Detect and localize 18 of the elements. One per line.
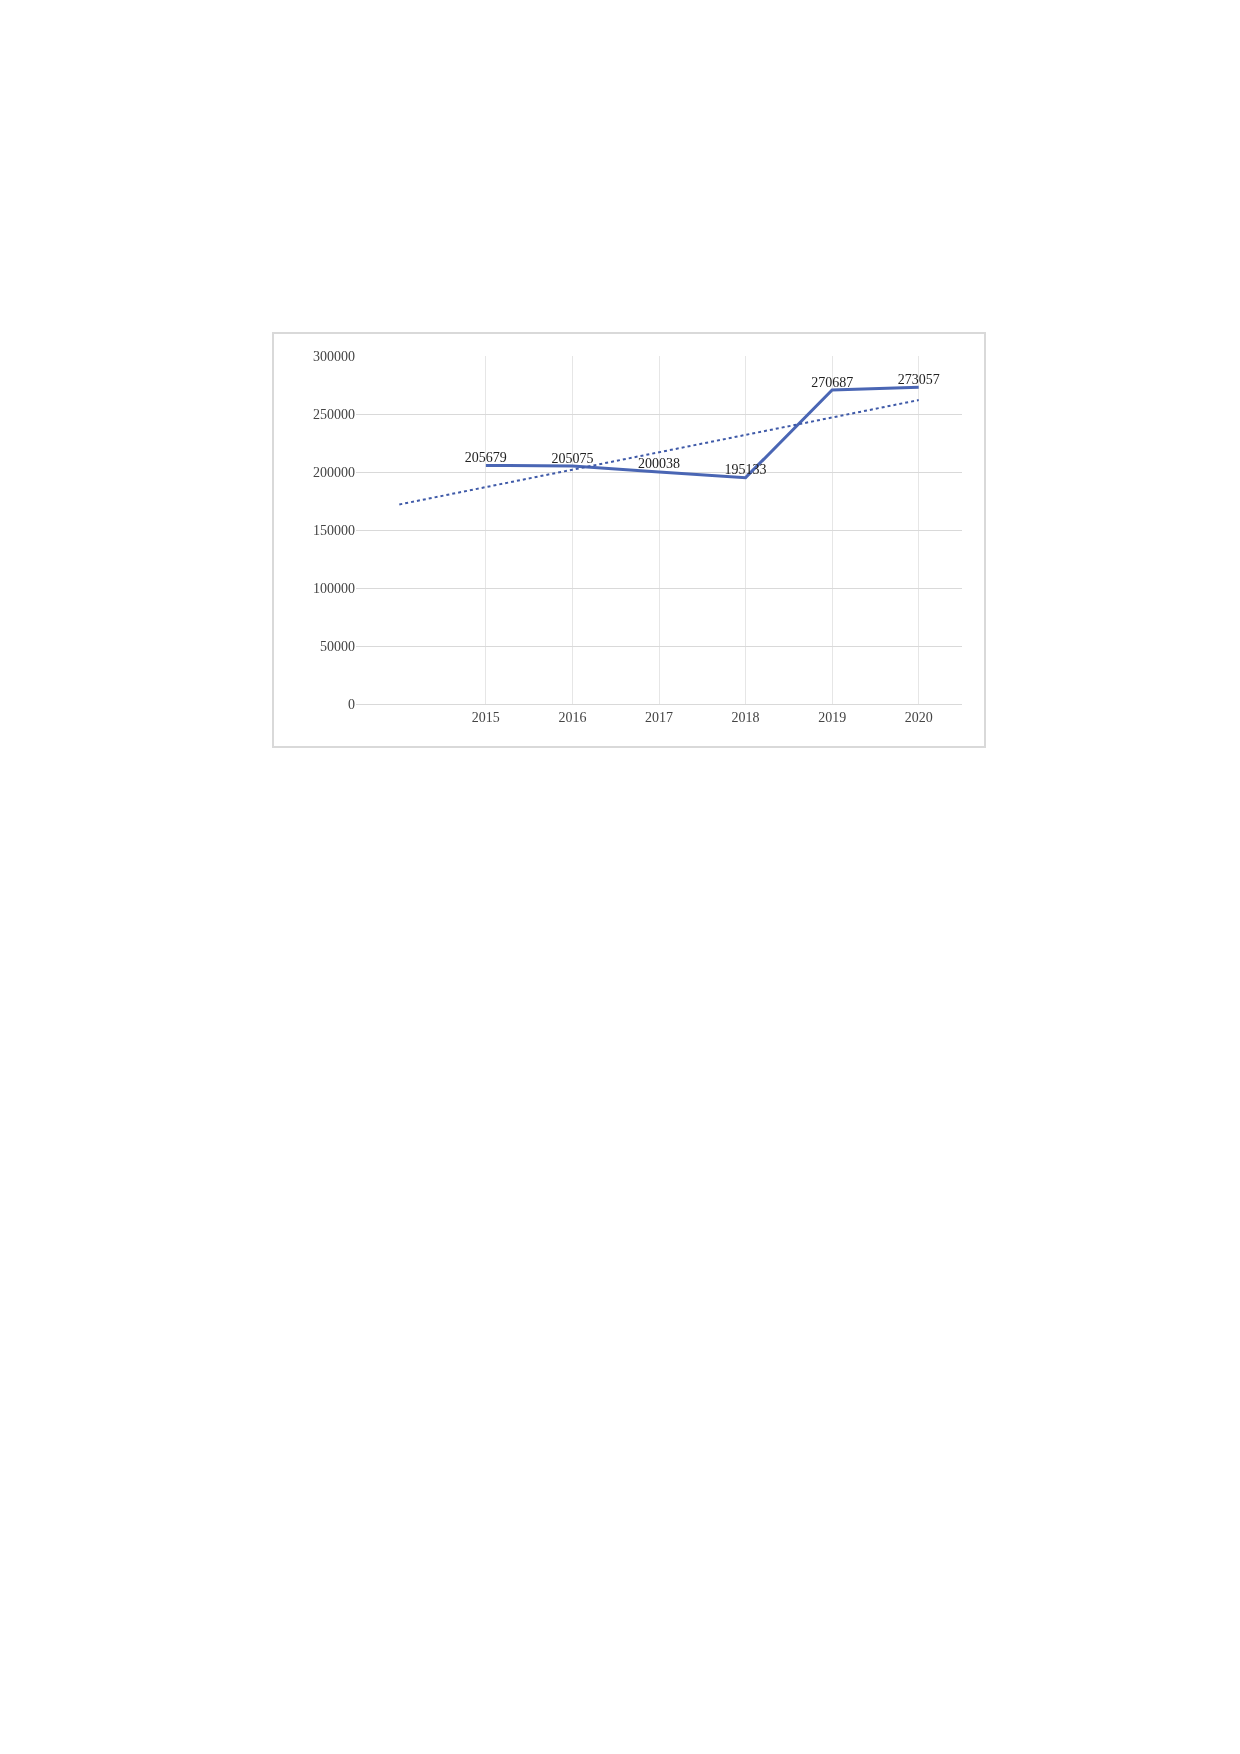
y-tick-label: 250000 xyxy=(313,406,355,422)
y-tick-label: 200000 xyxy=(313,464,355,480)
y-tick-label: 100000 xyxy=(313,580,355,596)
x-tick-label: 2019 xyxy=(818,709,847,725)
y-tick-label: 300000 xyxy=(313,348,355,364)
y-tick-label: 50000 xyxy=(320,638,355,654)
data-label: 270687 xyxy=(811,374,854,390)
y-tick-label: 150000 xyxy=(313,522,355,538)
x-tick-label: 2020 xyxy=(904,709,933,725)
data-label: 205679 xyxy=(464,449,507,465)
x-tick-label: 2018 xyxy=(731,709,760,725)
y-tick-label: 0 xyxy=(348,696,355,712)
data-label: 273057 xyxy=(897,371,940,387)
data-label: 200038 xyxy=(638,456,680,472)
x-tick-label: 2017 xyxy=(645,709,673,725)
x-tick-label: 2016 xyxy=(558,709,587,725)
data-label: 205075 xyxy=(551,450,594,466)
x-tick-label: 2015 xyxy=(471,709,500,725)
